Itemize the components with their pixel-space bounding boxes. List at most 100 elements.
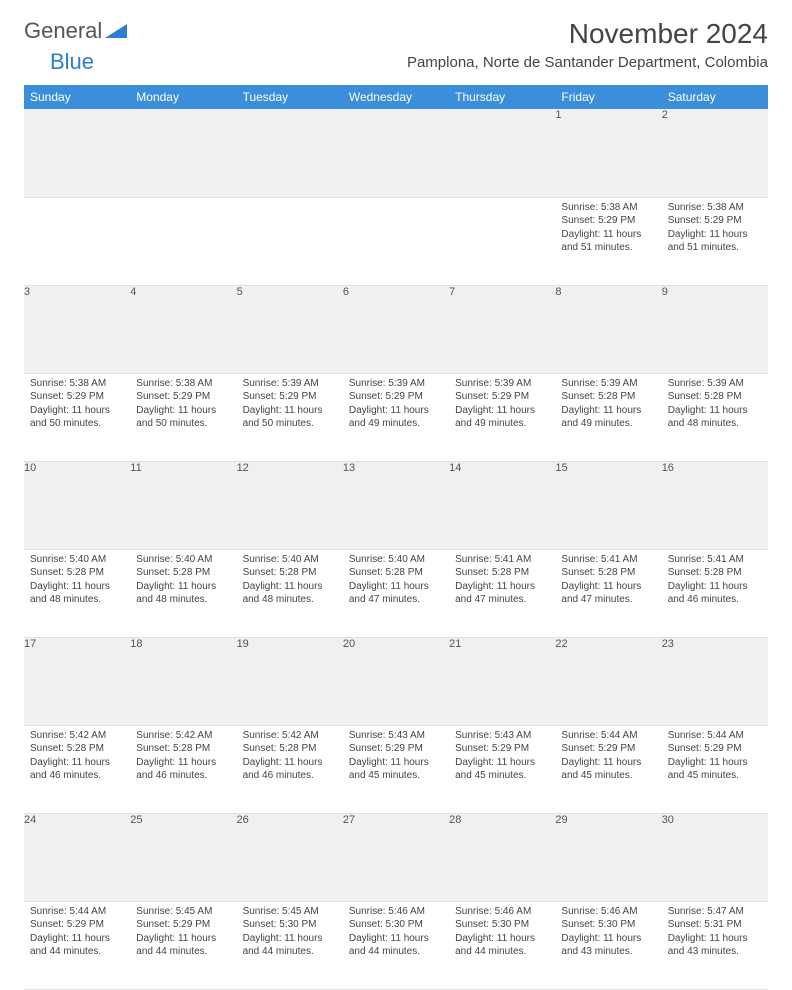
day-cell: Sunrise: 5:41 AMSunset: 5:28 PMDaylight:… xyxy=(449,549,555,637)
day-cell xyxy=(343,197,449,285)
day-cell: Sunrise: 5:39 AMSunset: 5:29 PMDaylight:… xyxy=(449,373,555,461)
day-number: 20 xyxy=(343,637,449,725)
day-cell: Sunrise: 5:40 AMSunset: 5:28 PMDaylight:… xyxy=(343,549,449,637)
day-cell xyxy=(130,197,236,285)
day-cell: Sunrise: 5:43 AMSunset: 5:29 PMDaylight:… xyxy=(449,725,555,813)
day-number: 23 xyxy=(662,637,768,725)
logo-text-blue: Blue xyxy=(50,49,94,74)
day-cell: Sunrise: 5:43 AMSunset: 5:29 PMDaylight:… xyxy=(343,725,449,813)
day-details: Sunrise: 5:38 AMSunset: 5:29 PMDaylight:… xyxy=(130,374,236,437)
weekday-header: Thursday xyxy=(449,85,555,109)
day-details: Sunrise: 5:42 AMSunset: 5:28 PMDaylight:… xyxy=(237,726,343,789)
header: General November 2024 Pamplona, Norte de… xyxy=(24,18,768,71)
day-number: 24 xyxy=(24,813,130,901)
day-number: 12 xyxy=(237,461,343,549)
day-cell: Sunrise: 5:46 AMSunset: 5:30 PMDaylight:… xyxy=(555,901,661,989)
day-number: 29 xyxy=(555,813,661,901)
day-cell: Sunrise: 5:40 AMSunset: 5:28 PMDaylight:… xyxy=(130,549,236,637)
day-number: 27 xyxy=(343,813,449,901)
day-number: 25 xyxy=(130,813,236,901)
day-number: 11 xyxy=(130,461,236,549)
day-details: Sunrise: 5:45 AMSunset: 5:29 PMDaylight:… xyxy=(130,902,236,965)
day-cell: Sunrise: 5:42 AMSunset: 5:28 PMDaylight:… xyxy=(24,725,130,813)
day-number: 16 xyxy=(662,461,768,549)
day-number: 21 xyxy=(449,637,555,725)
day-details: Sunrise: 5:46 AMSunset: 5:30 PMDaylight:… xyxy=(555,902,661,965)
day-number-row: 24252627282930 xyxy=(24,813,768,901)
day-cell: Sunrise: 5:41 AMSunset: 5:28 PMDaylight:… xyxy=(662,549,768,637)
day-details: Sunrise: 5:39 AMSunset: 5:28 PMDaylight:… xyxy=(662,374,768,437)
day-number: 7 xyxy=(449,285,555,373)
day-cell: Sunrise: 5:42 AMSunset: 5:28 PMDaylight:… xyxy=(130,725,236,813)
day-details: Sunrise: 5:43 AMSunset: 5:29 PMDaylight:… xyxy=(449,726,555,789)
day-number: 26 xyxy=(237,813,343,901)
logo: General xyxy=(24,18,127,44)
day-cell: Sunrise: 5:45 AMSunset: 5:29 PMDaylight:… xyxy=(130,901,236,989)
day-details: Sunrise: 5:46 AMSunset: 5:30 PMDaylight:… xyxy=(343,902,449,965)
day-number: 14 xyxy=(449,461,555,549)
day-details: Sunrise: 5:41 AMSunset: 5:28 PMDaylight:… xyxy=(555,550,661,613)
day-number: 19 xyxy=(237,637,343,725)
day-details: Sunrise: 5:40 AMSunset: 5:28 PMDaylight:… xyxy=(130,550,236,613)
day-body-row: Sunrise: 5:38 AMSunset: 5:29 PMDaylight:… xyxy=(24,197,768,285)
day-cell: Sunrise: 5:39 AMSunset: 5:28 PMDaylight:… xyxy=(555,373,661,461)
day-details: Sunrise: 5:38 AMSunset: 5:29 PMDaylight:… xyxy=(24,374,130,437)
day-number: 22 xyxy=(555,637,661,725)
day-number xyxy=(449,109,555,197)
day-number: 15 xyxy=(555,461,661,549)
day-cell: Sunrise: 5:44 AMSunset: 5:29 PMDaylight:… xyxy=(662,725,768,813)
day-cell: Sunrise: 5:40 AMSunset: 5:28 PMDaylight:… xyxy=(237,549,343,637)
weekday-header: Sunday xyxy=(24,85,130,109)
day-cell: Sunrise: 5:46 AMSunset: 5:30 PMDaylight:… xyxy=(343,901,449,989)
day-cell: Sunrise: 5:44 AMSunset: 5:29 PMDaylight:… xyxy=(555,725,661,813)
day-details: Sunrise: 5:42 AMSunset: 5:28 PMDaylight:… xyxy=(24,726,130,789)
day-number: 30 xyxy=(662,813,768,901)
location: Pamplona, Norte de Santander Department,… xyxy=(407,54,768,71)
day-number: 3 xyxy=(24,285,130,373)
day-number: 18 xyxy=(130,637,236,725)
day-body-row: Sunrise: 5:42 AMSunset: 5:28 PMDaylight:… xyxy=(24,725,768,813)
day-number: 5 xyxy=(237,285,343,373)
day-details: Sunrise: 5:40 AMSunset: 5:28 PMDaylight:… xyxy=(343,550,449,613)
day-details: Sunrise: 5:38 AMSunset: 5:29 PMDaylight:… xyxy=(555,198,661,261)
day-details: Sunrise: 5:38 AMSunset: 5:29 PMDaylight:… xyxy=(662,198,768,261)
day-details: Sunrise: 5:41 AMSunset: 5:28 PMDaylight:… xyxy=(662,550,768,613)
day-details: Sunrise: 5:42 AMSunset: 5:28 PMDaylight:… xyxy=(130,726,236,789)
day-cell: Sunrise: 5:39 AMSunset: 5:28 PMDaylight:… xyxy=(662,373,768,461)
day-cell xyxy=(237,197,343,285)
day-number: 13 xyxy=(343,461,449,549)
day-cell: Sunrise: 5:38 AMSunset: 5:29 PMDaylight:… xyxy=(24,373,130,461)
day-number-row: 10111213141516 xyxy=(24,461,768,549)
weekday-header: Wednesday xyxy=(343,85,449,109)
day-number: 2 xyxy=(662,109,768,197)
day-cell: Sunrise: 5:45 AMSunset: 5:30 PMDaylight:… xyxy=(237,901,343,989)
day-number xyxy=(130,109,236,197)
day-cell: Sunrise: 5:38 AMSunset: 5:29 PMDaylight:… xyxy=(130,373,236,461)
day-details: Sunrise: 5:47 AMSunset: 5:31 PMDaylight:… xyxy=(662,902,768,965)
day-details: Sunrise: 5:45 AMSunset: 5:30 PMDaylight:… xyxy=(237,902,343,965)
day-details: Sunrise: 5:44 AMSunset: 5:29 PMDaylight:… xyxy=(24,902,130,965)
day-cell: Sunrise: 5:41 AMSunset: 5:28 PMDaylight:… xyxy=(555,549,661,637)
day-number: 1 xyxy=(555,109,661,197)
day-details: Sunrise: 5:39 AMSunset: 5:28 PMDaylight:… xyxy=(555,374,661,437)
day-number-row: 3456789 xyxy=(24,285,768,373)
logo-text-general: General xyxy=(24,18,102,44)
calendar-table: SundayMondayTuesdayWednesdayThursdayFrid… xyxy=(24,85,768,990)
day-number xyxy=(237,109,343,197)
day-cell: Sunrise: 5:47 AMSunset: 5:31 PMDaylight:… xyxy=(662,901,768,989)
day-cell: Sunrise: 5:38 AMSunset: 5:29 PMDaylight:… xyxy=(555,197,661,285)
weekday-header: Friday xyxy=(555,85,661,109)
day-number: 8 xyxy=(555,285,661,373)
day-number: 4 xyxy=(130,285,236,373)
day-number: 9 xyxy=(662,285,768,373)
day-details: Sunrise: 5:40 AMSunset: 5:28 PMDaylight:… xyxy=(24,550,130,613)
day-details: Sunrise: 5:43 AMSunset: 5:29 PMDaylight:… xyxy=(343,726,449,789)
day-number-row: 17181920212223 xyxy=(24,637,768,725)
day-cell: Sunrise: 5:38 AMSunset: 5:29 PMDaylight:… xyxy=(662,197,768,285)
day-cell xyxy=(449,197,555,285)
day-number xyxy=(343,109,449,197)
day-details: Sunrise: 5:39 AMSunset: 5:29 PMDaylight:… xyxy=(449,374,555,437)
day-number: 10 xyxy=(24,461,130,549)
day-cell: Sunrise: 5:44 AMSunset: 5:29 PMDaylight:… xyxy=(24,901,130,989)
day-cell: Sunrise: 5:39 AMSunset: 5:29 PMDaylight:… xyxy=(343,373,449,461)
